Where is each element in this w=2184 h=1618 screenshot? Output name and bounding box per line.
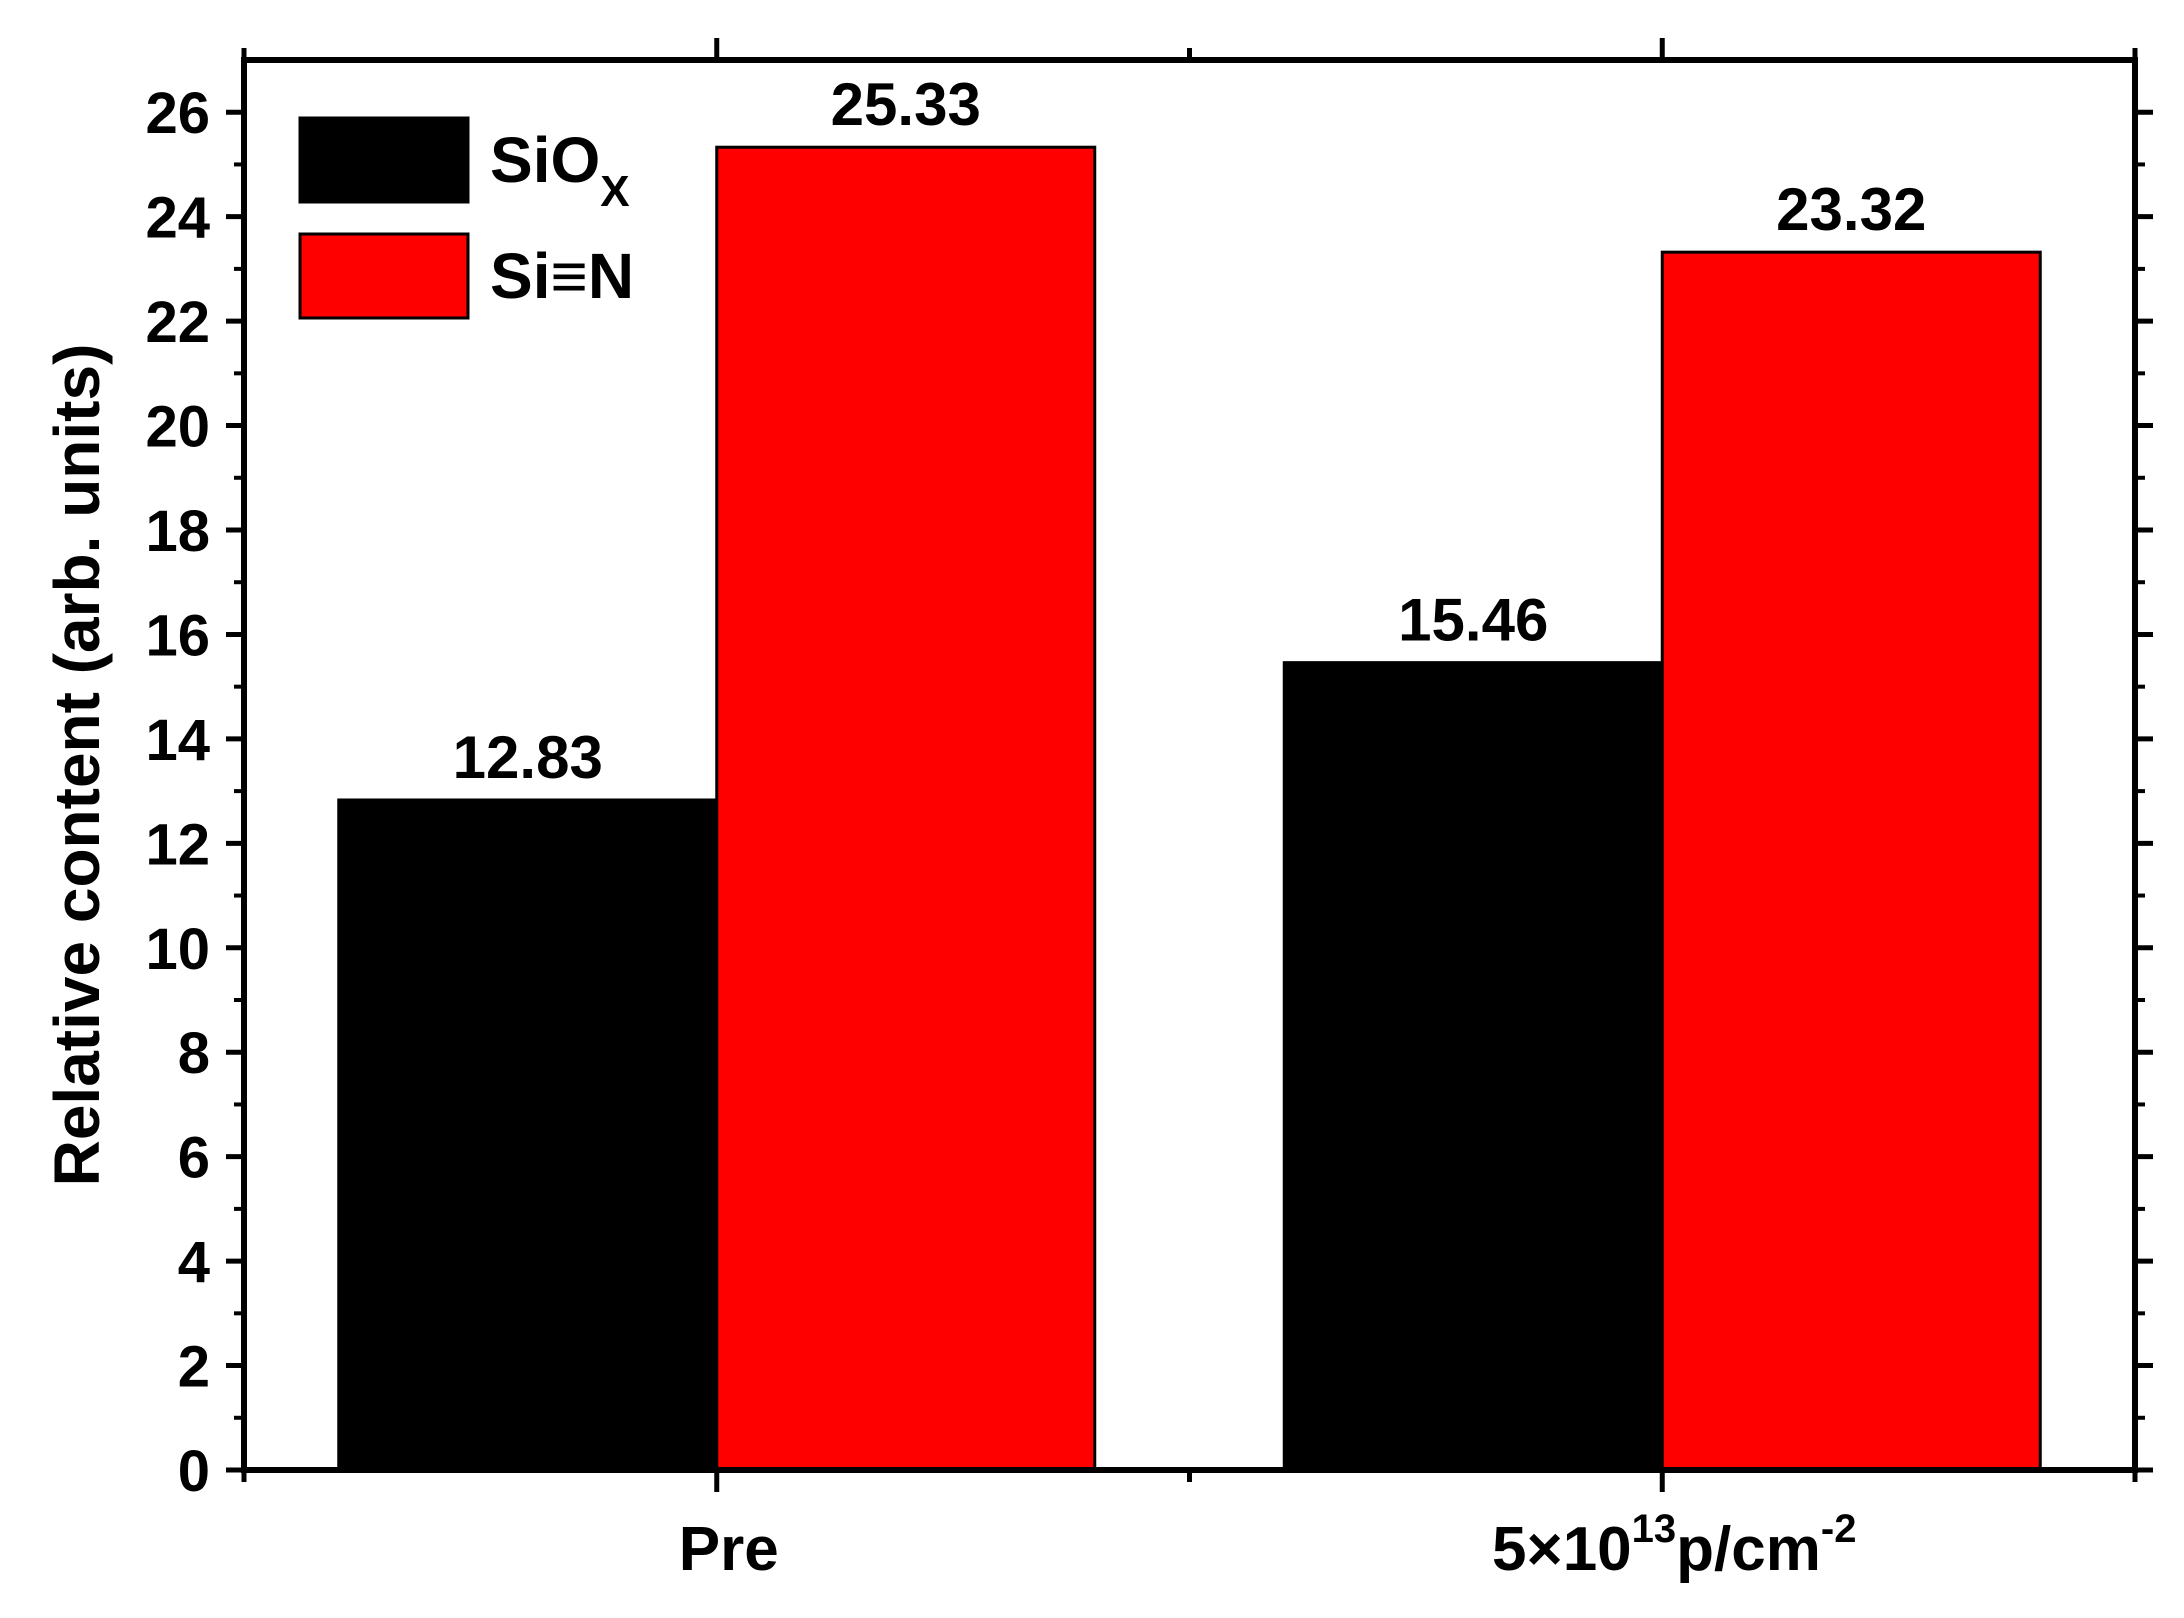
y-tick-label: 0 [178, 1439, 210, 1504]
value-label-0-0: 12.83 [453, 724, 603, 791]
value-label-1-0: 25.33 [831, 71, 981, 138]
bar-siox-1 [1282, 661, 1664, 1472]
y-tick-label: 4 [178, 1230, 210, 1295]
x-category-label-0: Pre [679, 1515, 779, 1584]
legend: SiOX Si≡N [298, 116, 634, 320]
y-axis-label: Relative content (arb. units) [41, 344, 113, 1187]
y-tick-label: 16 [145, 603, 210, 668]
y-tick-label: 10 [145, 917, 210, 982]
y-tick-label: 2 [178, 1335, 210, 1400]
legend-swatch-1 [298, 232, 470, 320]
value-label-0-1: 15.46 [1398, 587, 1548, 654]
bars-layer [337, 145, 2042, 1472]
y-tick-label: 26 [145, 81, 210, 146]
bar-sin-1 [1660, 250, 2042, 1472]
y-tick-label: 8 [178, 1021, 210, 1086]
y-tick-label: 6 [178, 1126, 210, 1191]
legend-label-0: SiOX [490, 124, 630, 216]
y-tick-label: 20 [145, 395, 210, 460]
value-labels-layer: 12.83 15.46 25.33 23.32 [453, 71, 1927, 791]
y-tick-label: 12 [145, 812, 210, 877]
legend-swatch-0 [298, 116, 470, 204]
y-tick-label: 22 [145, 290, 210, 355]
y-tick-label: 24 [145, 186, 210, 251]
bar-sin-0 [715, 145, 1097, 1472]
bar-siox-0 [337, 798, 719, 1472]
x-category-label-1: 5×1013p/cm-2 [1492, 1507, 1856, 1584]
y-tick-label: 18 [145, 499, 210, 564]
value-label-1-1: 23.32 [1776, 176, 1926, 243]
legend-label-1: Si≡N [490, 240, 634, 312]
y-tick-label: 14 [145, 708, 210, 773]
